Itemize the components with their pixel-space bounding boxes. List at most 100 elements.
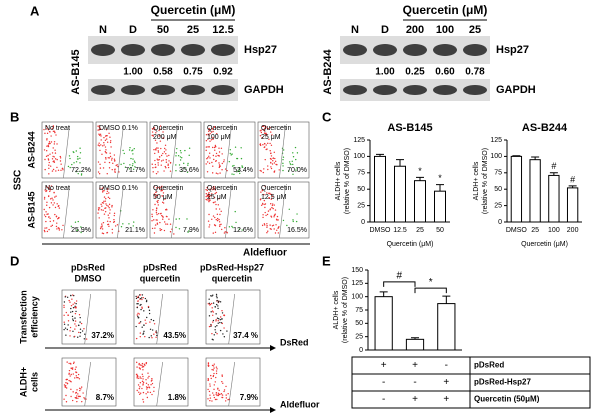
table-frame [351, 356, 591, 409]
event-dot [138, 313, 141, 315]
event-dot [75, 375, 78, 377]
event-dot [266, 223, 268, 225]
event-dot [230, 154, 232, 156]
event-dot [144, 364, 146, 366]
error-bar [568, 185, 577, 188]
event-dot [99, 163, 101, 166]
event-dot [219, 393, 221, 396]
event-dot [212, 375, 214, 378]
event-dot [208, 146, 210, 148]
event-dot [56, 166, 58, 169]
event-dot [175, 152, 177, 154]
event-dot [74, 221, 77, 223]
band [343, 44, 367, 56]
event-dot [231, 153, 233, 155]
event-dot [120, 163, 122, 166]
event-dot [156, 222, 159, 224]
event-dot [211, 332, 213, 335]
band [463, 85, 487, 95]
event-dot [54, 152, 57, 154]
event-dot [157, 204, 159, 206]
event-dot [215, 320, 217, 322]
event-dot [108, 192, 110, 194]
event-dot [139, 392, 142, 394]
event-dot [157, 212, 160, 215]
event-dot [259, 169, 261, 172]
event-dot [52, 155, 54, 158]
event-dot [216, 394, 218, 397]
lane-label: D [129, 24, 137, 36]
event-dot [98, 207, 101, 209]
event-dot [138, 362, 140, 365]
event-dot [139, 298, 142, 300]
event-dot [210, 302, 213, 305]
event-dot [99, 128, 102, 130]
event-dot [145, 386, 148, 388]
event-dot [209, 303, 212, 306]
event-dot [55, 170, 57, 172]
event-dot [161, 201, 164, 204]
event-dot [151, 215, 153, 218]
event-dot [148, 312, 151, 315]
event-dot [141, 306, 143, 308]
event-dot [130, 167, 132, 169]
event-dot [264, 132, 266, 134]
event-dot [208, 195, 211, 198]
event-dot [154, 227, 156, 229]
event-dot [141, 362, 144, 365]
event-dot [106, 190, 109, 192]
gate-percent: 70.0% [287, 167, 307, 174]
event-dot [99, 187, 101, 189]
axis-arrow [270, 345, 276, 351]
event-dot [206, 161, 209, 163]
event-dot [105, 198, 107, 200]
event-dot [264, 203, 267, 205]
event-dot [215, 370, 218, 372]
event-dot [259, 199, 262, 201]
event-dot [145, 382, 148, 384]
event-dot [50, 198, 52, 200]
flow-plot [95, 121, 148, 179]
x-tick-label: DMSO [370, 227, 392, 234]
event-dot [128, 168, 131, 170]
event-dot [109, 220, 111, 223]
event-dot [73, 361, 75, 363]
event-dot [72, 307, 75, 309]
event-dot [154, 163, 157, 166]
event-dot [205, 149, 207, 152]
table-label: pDsRed-Hsp27 [474, 378, 531, 387]
event-dot [148, 375, 150, 378]
event-dot [159, 228, 161, 230]
event-dot [83, 397, 85, 399]
event-dot [225, 385, 227, 388]
event-dot [185, 168, 187, 170]
x-tick-label: 25 [416, 227, 424, 234]
event-dot [270, 167, 273, 170]
event-dot [214, 329, 216, 331]
event-dot [214, 326, 217, 328]
event-dot [101, 205, 103, 207]
event-dot [276, 164, 278, 166]
event-dot [65, 401, 68, 403]
event-dot [75, 392, 77, 394]
band-ratio: 0.58 [153, 67, 173, 78]
event-dot [165, 223, 167, 225]
event-dot [153, 390, 155, 393]
event-dot [100, 139, 102, 141]
event-dot [155, 331, 157, 333]
event-dot [136, 366, 138, 368]
event-dot [101, 153, 103, 155]
event-dot [209, 394, 211, 396]
band [373, 85, 397, 95]
event-dot [137, 300, 139, 302]
lane-label: 12.5 [212, 24, 233, 36]
event-dot [77, 229, 79, 231]
event-dot [162, 218, 164, 220]
event-dot [208, 134, 210, 137]
event-dot [63, 301, 66, 303]
event-dot [46, 128, 48, 130]
event-dot [74, 377, 76, 379]
event-dot [132, 225, 134, 227]
event-dot [206, 189, 209, 192]
event-dot [79, 321, 81, 323]
